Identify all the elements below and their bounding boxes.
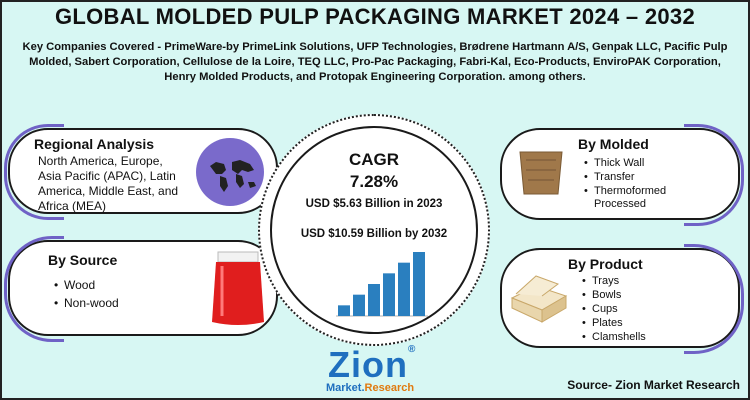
- list-item: Bowls: [580, 288, 646, 302]
- mini-chart-bar: [398, 262, 410, 316]
- key-companies-text: Key Companies Covered - PrimeWare-by Pri…: [22, 41, 728, 83]
- zion-logo: Zion® Market.Research: [318, 344, 448, 396]
- regional-analysis-panel: Regional Analysis North America, Europe,…: [4, 124, 278, 220]
- page-title: GLOBAL MOLDED PULP PACKAGING MARKET 2024…: [54, 4, 695, 29]
- list-item: Cups: [580, 302, 646, 316]
- by-molded-panel: By Molded Thick Wall Transfer Thermoform…: [500, 124, 744, 226]
- molded-subline: Processed: [594, 198, 646, 210]
- clamshell-icon: [506, 268, 572, 326]
- mini-chart-bar: [353, 294, 365, 316]
- source-list: Wood Non-wood: [52, 276, 119, 312]
- by-source-panel: By Source Wood Non-wood: [4, 236, 278, 342]
- pouch-icon: [206, 248, 270, 328]
- mini-chart-bar: [383, 273, 395, 316]
- regional-text: North America, Europe, Asia Pacific (APA…: [38, 154, 179, 213]
- list-item: Plates: [580, 316, 646, 330]
- mini-chart-bar: [338, 305, 350, 316]
- cagr-label: CAGR: [348, 150, 400, 169]
- mini-bar-chart: [336, 252, 428, 317]
- logo-main-text: Zion: [328, 344, 408, 385]
- mini-chart-bar: [368, 284, 380, 316]
- logo-registered: ®: [407, 344, 417, 355]
- by-product-panel: By Product Trays Bowls Cups Plates Clams…: [500, 244, 744, 354]
- cagr-inner-circle: CAGR 7.28% USD $5.63 Billion in 2023 USD…: [270, 126, 478, 334]
- molded-title: By Molded: [578, 136, 649, 152]
- pulp-tray-icon: [512, 144, 570, 202]
- product-list: Trays Bowls Cups Plates Clamshells: [580, 274, 646, 344]
- molded-list: Thick Wall Transfer Thermoformed: [582, 156, 666, 198]
- market-size-2023: USD $5.63 Billion in 2023: [305, 198, 443, 210]
- list-item: Non-wood: [52, 294, 119, 312]
- source-title: By Source: [48, 252, 118, 268]
- product-title: By Product: [568, 256, 643, 272]
- list-item: Wood: [52, 276, 119, 294]
- mini-chart-bar: [413, 252, 425, 316]
- list-item: Thermoformed: [582, 184, 666, 198]
- market-size-2032: USD $10.59 Billion by 2032: [300, 228, 448, 240]
- world-map-icon: [196, 138, 264, 206]
- list-item: Clamshells: [580, 330, 646, 344]
- regional-title: Regional Analysis: [34, 136, 155, 152]
- logo-market-text: Market.: [326, 382, 365, 394]
- logo-subtext: Market.Research: [326, 382, 414, 394]
- list-item: Transfer: [582, 170, 666, 184]
- list-item: Thick Wall: [582, 156, 666, 170]
- logo-research-text: Research: [364, 382, 415, 394]
- logo-wordmark: Zion®: [328, 344, 416, 386]
- list-item: Trays: [580, 274, 646, 288]
- cagr-value: 7.28%: [349, 172, 399, 191]
- cagr-circle: CAGR 7.28% USD $5.63 Billion in 2023 USD…: [258, 114, 490, 346]
- source-credit: Source- Zion Market Research: [567, 378, 740, 392]
